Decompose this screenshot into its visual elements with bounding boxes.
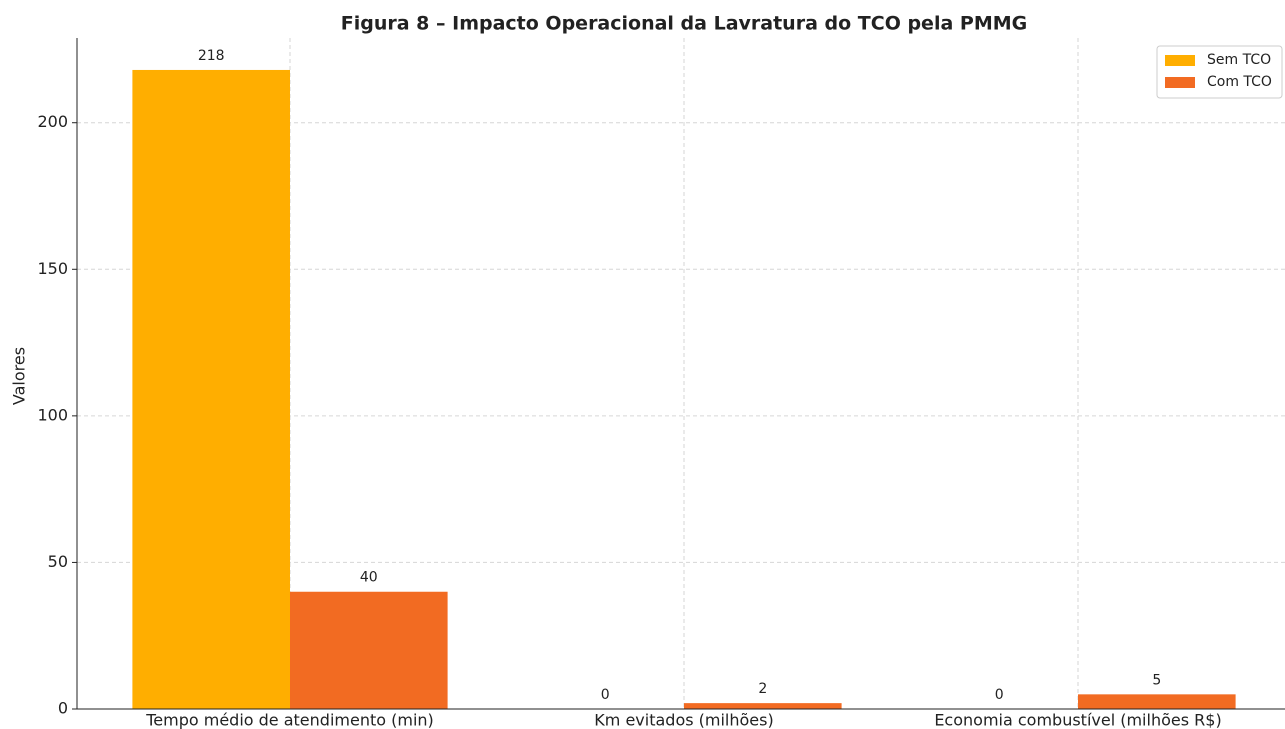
value-label: 0	[995, 687, 1004, 703]
value-label: 5	[1152, 672, 1161, 688]
legend-label: Sem TCO	[1207, 52, 1271, 68]
x-tick-label: Km evitados (milhões)	[594, 711, 773, 729]
y-tick-label: 100	[37, 405, 68, 424]
value-label: 218	[198, 48, 225, 64]
y-tick-label: 0	[58, 699, 68, 718]
bar	[1078, 694, 1236, 709]
legend-swatch	[1165, 55, 1195, 66]
bar	[132, 69, 290, 709]
y-tick-label: 50	[48, 552, 68, 571]
value-label: 2	[758, 681, 767, 697]
x-tick-label: Economia combustível (milhões R$)	[934, 711, 1221, 729]
legend: Sem TCO Com TCO	[1156, 45, 1283, 99]
y-axis-label: Valores	[10, 347, 29, 405]
legend-label: Com TCO	[1207, 74, 1272, 90]
bar	[684, 703, 842, 709]
bar	[290, 591, 448, 709]
y-tick-label: 150	[37, 259, 68, 278]
x-tick-label: Tempo médio de atendimento (min)	[145, 711, 434, 729]
value-label: 40	[360, 570, 378, 586]
value-label: 0	[601, 687, 610, 703]
legend-swatch	[1165, 77, 1195, 88]
y-tick-label: 200	[37, 112, 68, 131]
chart-title: Figura 8 – Impacto Operacional da Lavrat…	[341, 13, 1027, 35]
